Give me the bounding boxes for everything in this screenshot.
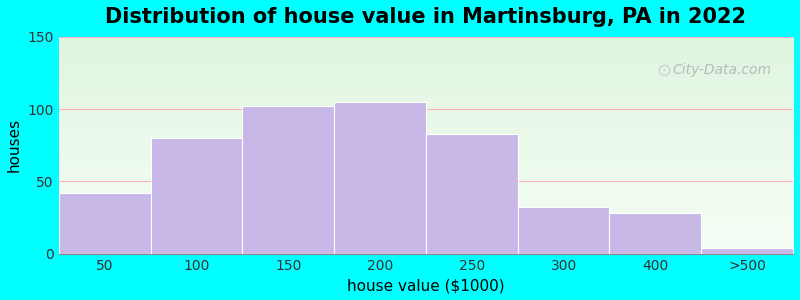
Bar — [610, 213, 702, 254]
Text: City-Data.com: City-Data.com — [672, 63, 771, 77]
Bar — [58, 193, 150, 254]
X-axis label: house value ($1000): house value ($1000) — [347, 278, 505, 293]
Y-axis label: houses: houses — [7, 118, 22, 172]
Bar — [518, 207, 610, 254]
Text: ⊙: ⊙ — [657, 62, 672, 80]
Bar — [426, 134, 518, 254]
Bar — [150, 138, 242, 254]
Bar — [242, 106, 334, 254]
Bar — [334, 102, 426, 254]
Title: Distribution of house value in Martinsburg, PA in 2022: Distribution of house value in Martinsbu… — [106, 7, 746, 27]
Bar — [702, 248, 793, 254]
